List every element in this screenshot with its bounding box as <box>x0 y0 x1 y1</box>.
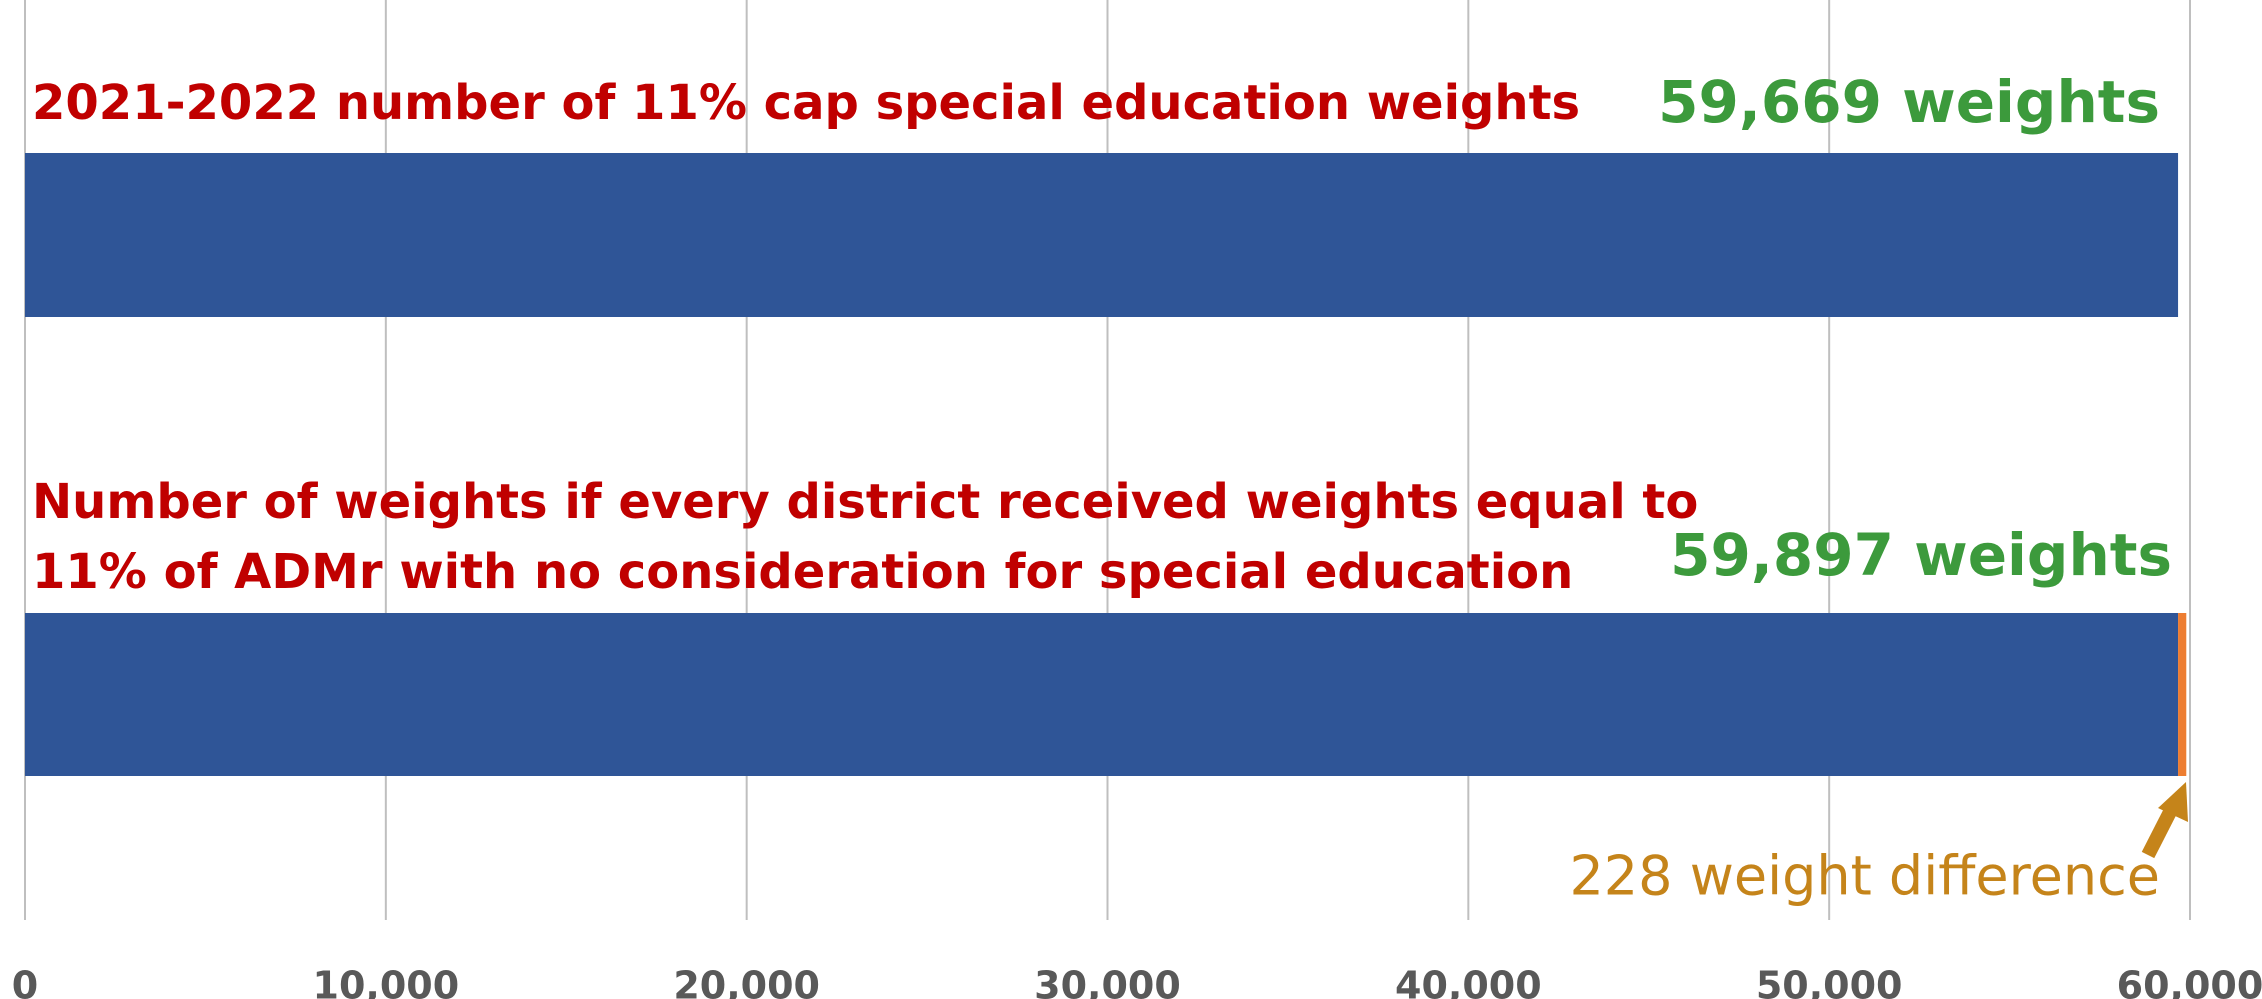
annotation: 59,669 weights <box>1658 68 2160 136</box>
bar-segment <box>25 613 2179 776</box>
x-tick-label: 0 <box>12 964 38 999</box>
bar-segment <box>2178 613 2187 776</box>
category-label: Number of weights if every district rece… <box>32 474 1698 600</box>
bar-segment <box>25 153 2179 317</box>
annotation: 228 weight difference <box>1569 845 2160 908</box>
arrow-shaft <box>2141 804 2179 859</box>
x-tick-label: 60,000 <box>2117 964 2262 999</box>
annotation: 59,897 weights <box>1670 521 2172 589</box>
x-tick-label: 10,000 <box>313 964 460 999</box>
x-tick-label: 40,000 <box>1395 964 1542 999</box>
category-label: 2021-2022 number of 11% cap special educ… <box>32 75 1580 131</box>
x-tick-label: 30,000 <box>1034 964 1181 999</box>
x-tick-label: 50,000 <box>1756 964 1903 999</box>
x-tick-label: 20,000 <box>673 964 820 999</box>
arrow-head <box>2158 782 2188 822</box>
